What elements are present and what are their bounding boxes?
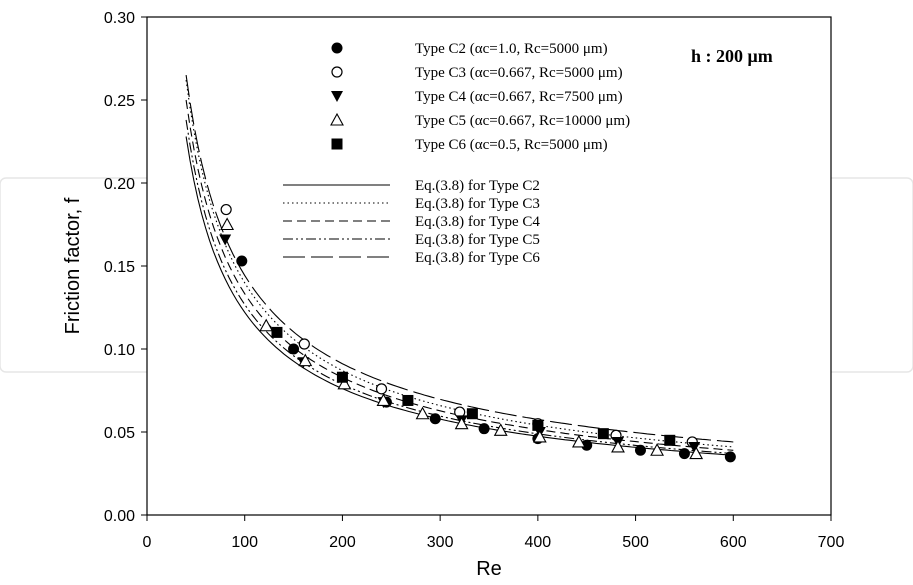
legend-label: Eq.(3.8) for Type C6 bbox=[415, 250, 540, 266]
y-tick-label: 0.15 bbox=[104, 259, 135, 276]
data-point bbox=[271, 326, 283, 338]
x-tick-label: 700 bbox=[818, 534, 845, 551]
legend-label: Eq.(3.8) for Type C2 bbox=[415, 178, 540, 194]
data-point bbox=[331, 66, 343, 78]
data-point bbox=[236, 255, 248, 267]
data-point bbox=[259, 318, 274, 332]
y-tick-label: 0.10 bbox=[104, 342, 135, 359]
data-point bbox=[429, 413, 441, 425]
data-point bbox=[402, 394, 414, 406]
data-point bbox=[532, 419, 544, 431]
data-point bbox=[415, 406, 430, 420]
data-point bbox=[689, 446, 704, 460]
data-point bbox=[493, 423, 508, 436]
data-point bbox=[331, 42, 343, 54]
x-tick-label: 500 bbox=[622, 534, 649, 551]
data-point bbox=[664, 434, 676, 446]
x-tick-label: 300 bbox=[427, 534, 454, 551]
data-point bbox=[571, 434, 586, 448]
data-point bbox=[220, 203, 232, 216]
y-tick-label: 0.20 bbox=[104, 176, 135, 193]
data-points bbox=[219, 203, 736, 463]
data-point bbox=[331, 91, 343, 102]
x-tick-label: 0 bbox=[143, 534, 152, 551]
data-point bbox=[678, 448, 690, 460]
legend-label: Eq.(3.8) for Type C3 bbox=[415, 196, 540, 212]
data-point bbox=[336, 371, 348, 383]
data-point bbox=[581, 439, 593, 451]
plot-frame bbox=[146, 16, 832, 516]
legend-label: Eq.(3.8) for Type C4 bbox=[415, 214, 540, 230]
data-point bbox=[331, 138, 343, 150]
legend-label: Type C3 (αc=0.667, Rc=5000 μm) bbox=[415, 65, 623, 81]
data-point bbox=[288, 343, 300, 355]
y-tick-label: 0.05 bbox=[104, 425, 135, 442]
data-point bbox=[298, 338, 310, 350]
x-tick-label: 200 bbox=[329, 534, 356, 551]
x-axis-ticks: 0 100 200 300 400 500 600 700 bbox=[143, 515, 845, 551]
data-point bbox=[597, 428, 609, 440]
x-tick-label: 400 bbox=[525, 534, 552, 551]
legend-label: Type C2 (αc=1.0, Rc=5000 μm) bbox=[415, 41, 608, 57]
data-point bbox=[220, 217, 235, 231]
x-tick-label: 600 bbox=[720, 534, 747, 551]
legend-label: Type C5 (αc=0.667, Rc=10000 μm) bbox=[415, 113, 630, 129]
data-point bbox=[454, 416, 469, 430]
data-point bbox=[466, 408, 478, 420]
data-point bbox=[219, 234, 232, 246]
legend-label: Eq.(3.8) for Type C5 bbox=[415, 232, 540, 248]
data-point bbox=[611, 439, 625, 453]
y-tick-label: 0.25 bbox=[104, 93, 135, 110]
x-axis-title: Re bbox=[476, 558, 502, 580]
height-annotation: h : 200 μm bbox=[691, 46, 773, 66]
data-point bbox=[634, 444, 646, 456]
data-point bbox=[478, 423, 490, 435]
data-point bbox=[532, 429, 547, 443]
data-point bbox=[375, 383, 388, 395]
data-point bbox=[650, 443, 664, 456]
y-axis-ticks: 0.00 0.05 0.10 0.15 0.20 0.25 0.30 bbox=[104, 10, 147, 525]
curve-line bbox=[185, 75, 734, 443]
y-tick-label: 0.00 bbox=[104, 508, 135, 525]
data-point bbox=[330, 112, 344, 126]
legend-label: Type C6 (αc=0.5, Rc=5000 μm) bbox=[415, 137, 608, 153]
y-axis-title: Friction factor, f bbox=[62, 197, 84, 334]
y-tick-label: 0.30 bbox=[104, 10, 135, 27]
legend-label: Type C4 (αc=0.667, Rc=7500 μm) bbox=[415, 89, 623, 105]
data-point bbox=[337, 376, 352, 390]
data-point bbox=[724, 451, 736, 463]
data-point bbox=[376, 393, 391, 407]
legend: Type C2 (αc=1.0, Rc=5000 μm) Type C3 (αc=… bbox=[283, 41, 630, 266]
data-point bbox=[298, 353, 313, 367]
x-tick-label: 100 bbox=[231, 534, 258, 551]
data-point bbox=[688, 441, 701, 453]
